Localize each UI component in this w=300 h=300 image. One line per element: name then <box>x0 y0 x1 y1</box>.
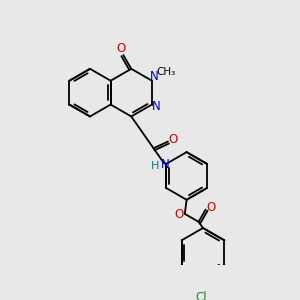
Text: N: N <box>161 158 170 171</box>
Text: CH₃: CH₃ <box>156 67 176 77</box>
Text: N: N <box>150 70 159 83</box>
Text: O: O <box>206 201 216 214</box>
Text: O: O <box>116 42 125 56</box>
Text: O: O <box>174 208 183 221</box>
Text: H: H <box>151 161 159 171</box>
Text: N: N <box>152 100 161 113</box>
Text: Cl: Cl <box>195 291 207 300</box>
Text: O: O <box>169 133 178 146</box>
